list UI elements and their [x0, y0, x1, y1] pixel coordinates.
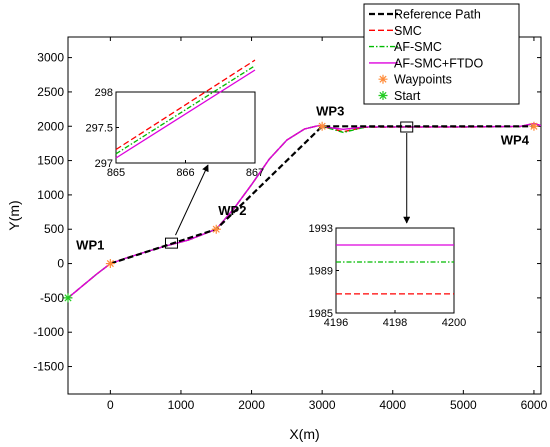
inset-frame — [115, 91, 256, 164]
x-tick-label: 1000 — [168, 398, 195, 412]
inset-x-tick-label: 4196 — [324, 317, 348, 329]
inset-x-tick-label: 4200 — [442, 317, 466, 329]
inset-x-tick-label: 866 — [176, 167, 194, 179]
inset-series-line-af-smc-ftdo — [115, 69, 256, 159]
legend-label: Waypoints — [394, 73, 452, 87]
waypoint-label-wp3: WP3 — [316, 103, 344, 118]
y-tick-label: 1000 — [37, 188, 64, 202]
inset-x-tick-label: 865 — [107, 167, 125, 179]
legend-label: Reference Path — [394, 8, 481, 22]
inset-x-tick-label: 4198 — [383, 317, 407, 329]
inset-y-tick-label: 297 — [95, 158, 113, 170]
legend-label: AF-SMC+FTDO — [394, 56, 484, 70]
x-tick-label: 0 — [107, 398, 114, 412]
zoom-box-1 — [164, 237, 178, 249]
inset-series-line-af-smc — [115, 65, 256, 155]
zoom-box-2 — [400, 121, 414, 133]
inset-y-tick-label: 298 — [95, 87, 113, 99]
inset-zoom-1: 865 866 867 297 297.5 298 — [85, 59, 264, 179]
waypoint-marker — [211, 224, 221, 234]
inset-series-line-smc — [115, 59, 256, 151]
inset-x-tick-label: 867 — [246, 167, 264, 179]
y-tick-label: -1000 — [33, 325, 64, 339]
waypoint-marker — [105, 259, 115, 269]
start-marker — [63, 293, 73, 303]
series-line-reference-path — [110, 125, 534, 265]
legend-box — [363, 3, 520, 105]
inset-y-tick-label: 1985 — [309, 308, 333, 320]
inset-frame — [335, 227, 455, 314]
x-tick-label: 3000 — [309, 398, 336, 412]
x-axis-label: X(m) — [289, 426, 319, 442]
y-tick-label: 1500 — [37, 154, 64, 168]
y-tick-label: -500 — [40, 291, 64, 305]
y-tick-label: 3000 — [37, 51, 64, 65]
y-tick-label: -1500 — [33, 360, 64, 374]
y-tick-label: 500 — [44, 222, 64, 236]
x-tick-label: 2000 — [238, 398, 265, 412]
legend-marker — [378, 74, 388, 84]
x-tick-label: 6000 — [521, 398, 548, 412]
waypoint-marker — [317, 121, 327, 131]
waypoint-label-wp1: WP1 — [76, 238, 104, 253]
inset-y-tick-label: 1993 — [309, 223, 333, 235]
inset-y-tick-label: 297.5 — [85, 123, 113, 135]
inset-zoom-2: 4196 4198 4200 1985 1989 1993 — [309, 223, 467, 329]
waypoint-marker — [529, 121, 539, 131]
legend-label: AF-SMC — [394, 40, 442, 54]
waypoint-label-wp2: WP2 — [218, 203, 246, 218]
series-line-af-smc-ftdo — [68, 122, 541, 299]
legend-label: SMC — [394, 24, 422, 38]
y-tick-label: 2500 — [37, 85, 64, 99]
inset-y-tick-label: 1989 — [309, 266, 333, 278]
waypoint-label-wp4: WP4 — [501, 132, 530, 147]
y-tick-label: 0 — [57, 257, 64, 271]
y-tick-label: 2000 — [37, 119, 64, 133]
legend: Reference Path SMC AF-SMC AF-SMC+FTDO Waypoi… — [363, 3, 520, 105]
legend-label: Start — [394, 89, 421, 103]
x-tick-label: 4000 — [379, 398, 406, 412]
legend-marker — [378, 91, 388, 100]
y-axis-label: Y(m) — [6, 200, 22, 230]
x-tick-label: 5000 — [450, 398, 477, 412]
series-group — [68, 122, 541, 299]
zoom-arrow-1 — [175, 164, 209, 236]
